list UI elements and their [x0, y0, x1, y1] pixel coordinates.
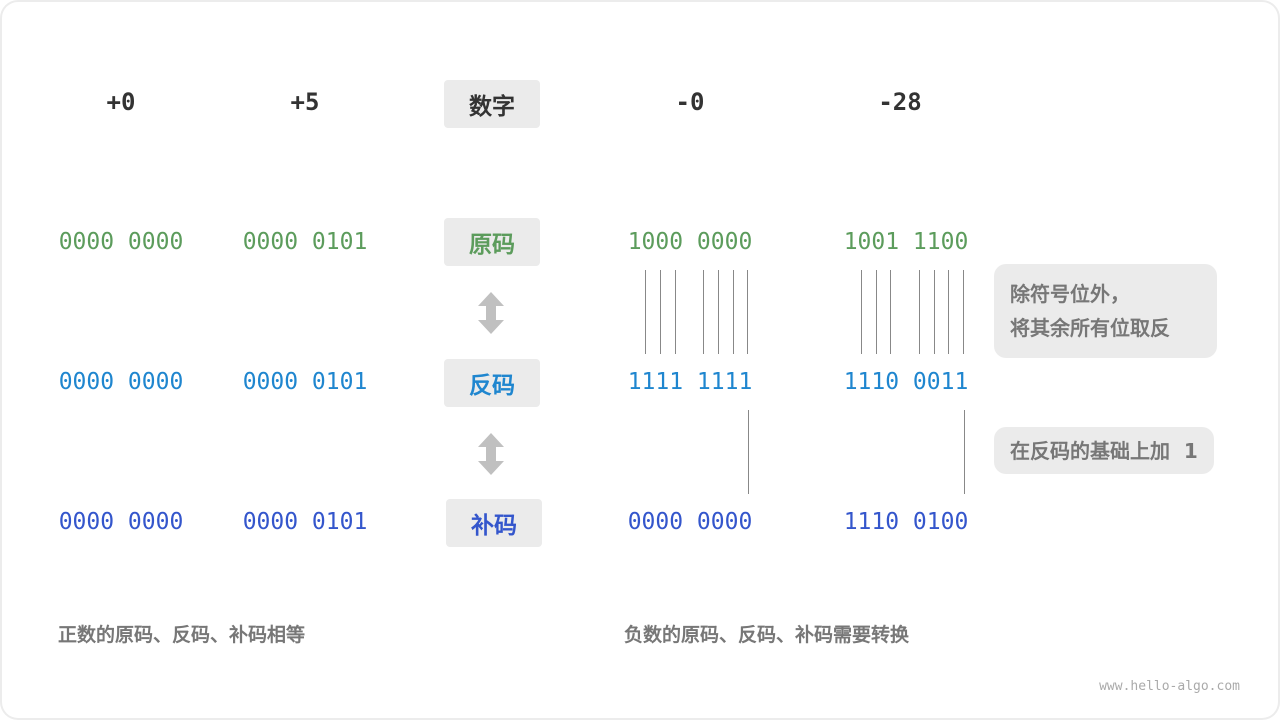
invert-line — [963, 270, 964, 354]
invert-line — [919, 270, 920, 354]
note-invert-line2: 将其余所有位取反 — [1010, 316, 1170, 340]
invert-line — [703, 270, 704, 354]
invert-line — [718, 270, 719, 354]
header-neg-zero: -0 — [675, 88, 705, 116]
add-one-line — [964, 410, 965, 494]
invert-line — [733, 270, 734, 354]
invert-line — [890, 270, 891, 354]
ones-pos-zero: 0000 0000 — [58, 369, 184, 395]
ones-neg-28: 1110 0011 — [843, 369, 969, 395]
invert-line — [747, 270, 748, 354]
twos-neg-28: 1110 0100 — [843, 509, 969, 535]
twos-pos-five: 0000 0101 — [242, 509, 368, 535]
note-invert-line1: 除符号位外， — [1010, 282, 1130, 306]
invert-line — [645, 270, 646, 354]
invert-line — [660, 270, 661, 354]
ones-pos-five: 0000 0101 — [242, 369, 368, 395]
watermark: www.hello-algo.com — [1099, 679, 1240, 694]
note-add-one: 在反码的基础上加 1 — [994, 427, 1214, 474]
twos-neg-zero: 0000 0000 — [627, 509, 753, 535]
original-pos-zero: 0000 0000 — [58, 229, 184, 255]
label-twos-complement: 补码 — [446, 499, 542, 547]
header-neg-28: -28 — [878, 88, 922, 116]
invert-line — [861, 270, 862, 354]
double-arrow-icon — [478, 292, 504, 334]
note-invert: 除符号位外， 将其余所有位取反 — [994, 264, 1217, 358]
label-original: 原码 — [444, 218, 540, 266]
twos-pos-zero: 0000 0000 — [58, 509, 184, 535]
header-pos-zero: +0 — [106, 88, 136, 116]
invert-line — [934, 270, 935, 354]
double-arrow-icon — [478, 433, 504, 475]
caption-positive: 正数的原码、反码、补码相等 — [58, 624, 306, 646]
invert-line — [876, 270, 877, 354]
original-pos-five: 0000 0101 — [242, 229, 368, 255]
ones-neg-zero: 1111 1111 — [627, 369, 753, 395]
label-ones-complement: 反码 — [444, 359, 540, 407]
add-one-line — [748, 410, 749, 494]
caption-negative: 负数的原码、反码、补码需要转换 — [624, 624, 910, 646]
invert-line — [675, 270, 676, 354]
original-neg-zero: 1000 0000 — [627, 229, 753, 255]
header-pos-five: +5 — [290, 88, 320, 116]
invert-line — [948, 270, 949, 354]
label-number: 数字 — [444, 80, 540, 128]
original-neg-28: 1001 1100 — [843, 229, 969, 255]
